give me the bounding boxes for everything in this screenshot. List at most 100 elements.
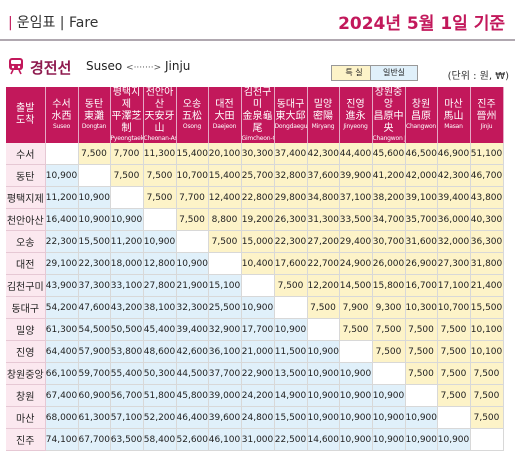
row-header-station: 창원	[6, 384, 46, 407]
fare-cell-special: 37,400	[274, 143, 308, 165]
station-name-ko: 창원중앙	[374, 87, 403, 110]
title-bar-mark: |	[8, 15, 13, 31]
fare-cell-special: 7,900	[339, 296, 373, 319]
fare-cell-general: 60,900	[78, 384, 111, 407]
fare-cell-special: 39,900	[339, 164, 373, 187]
fare-cell-general: 13,500	[274, 362, 308, 385]
page-title: | 운임표 | Fare	[8, 12, 98, 32]
fare-cell-special: 51,100	[470, 143, 504, 165]
row-header-station: 평택지제	[6, 186, 46, 209]
legend-special-class: 특 실	[331, 65, 377, 81]
fare-cell-general: 16,400	[45, 208, 79, 231]
fare-cell-special: 7,500	[405, 318, 438, 341]
fare-cell-general: 58,400	[143, 428, 177, 451]
fare-cell-general: 44,500	[176, 362, 209, 385]
fare-cell-special: 19,200	[241, 208, 275, 231]
line-subheader: 경전선 Suseo <·······> Jinju 특 실 일반실 (단위 : …	[0, 55, 515, 85]
fare-cell-general: 10,900	[437, 428, 471, 451]
column-header-station: 수서 水西 Suseo	[45, 87, 79, 143]
station-name-hanja: 五松	[182, 111, 202, 122]
row-header-station: 동탄	[6, 164, 46, 187]
fare-cell-general: 22,900	[241, 362, 275, 385]
fare-cell-general: 61,300	[45, 318, 79, 341]
fare-cell-general: 54,500	[78, 318, 111, 341]
fare-cell-general: 11,500	[274, 340, 308, 363]
header-divider	[0, 39, 515, 41]
column-header-station: 창원 昌原 Changwon	[405, 87, 438, 143]
station-name-en: Dongdaegu	[274, 123, 307, 130]
fare-cell-general: 45,800	[176, 384, 209, 407]
fare-cell-general: 39,400	[176, 318, 209, 341]
row-header-station: 오송	[6, 230, 46, 253]
diagonal-cell	[143, 208, 177, 231]
fare-cell-general: 10,900	[241, 296, 275, 319]
page-header: | 운임표 | Fare 2024년 5월 1일 기준	[0, 0, 515, 46]
fare-cell-special: 7,500	[143, 186, 177, 209]
fare-cell-special: 20,100	[208, 143, 242, 165]
fare-cell-general: 11,200	[45, 186, 79, 209]
fare-cell-special: 7,700	[110, 143, 144, 165]
fare-cell-special: 42,000	[405, 164, 438, 187]
fare-cell-general: 24,800	[241, 406, 275, 429]
fare-cell-general: 37,300	[78, 274, 111, 297]
table-row: 밀양 61,300 54,500 50,500 45,400 39,400 32,900 17…	[6, 318, 504, 341]
fare-cell-general: 46,100	[208, 428, 242, 451]
fare-table-body: 수서 7,500 7,700 11,300 15,400 20,100 30,300 37,4…	[6, 143, 504, 451]
corner-header: 출발 도착	[6, 87, 46, 143]
fare-cell-special: 26,000	[372, 252, 406, 275]
fare-cell-special: 34,800	[307, 186, 340, 209]
fare-cell-special: 12,400	[208, 186, 242, 209]
fare-cell-general: 10,900	[143, 230, 177, 253]
diagonal-cell	[78, 164, 111, 187]
diagonal-cell	[110, 186, 144, 209]
fare-cell-general: 10,900	[307, 340, 340, 363]
table-row: 김천구미 43,900 37,300 33,100 27,800 21,900 15,100…	[6, 274, 504, 297]
fare-cell-special: 22,800	[241, 186, 275, 209]
fare-cell-special: 7,500	[339, 318, 373, 341]
station-name-hanja: 進永	[345, 111, 366, 122]
fare-cell-special: 7,500	[78, 143, 111, 165]
station-name-en: Pyeongtaek Jije	[110, 135, 143, 142]
fare-cell-general: 10,900	[307, 406, 340, 429]
corner-departure: 출발	[16, 103, 35, 114]
fare-cell-special: 7,500	[470, 406, 504, 429]
station-name-ko: 김천구미	[243, 87, 272, 110]
fare-cell-special: 7,500	[274, 274, 308, 297]
diagonal-cell	[405, 384, 438, 407]
fare-cell-general: 14,600	[307, 428, 340, 451]
fare-cell-special: 27,200	[307, 230, 340, 253]
fare-cell-special: 12,200	[307, 274, 340, 297]
fare-cell-special: 24,900	[339, 252, 373, 275]
diagonal-cell	[437, 406, 471, 429]
fare-cell-special: 37,600	[307, 164, 340, 187]
fare-cell-special: 41,200	[372, 164, 406, 187]
fare-cell-special: 10,100	[470, 340, 504, 363]
fare-cell-general: 29,100	[45, 252, 79, 275]
fare-cell-special: 10,700	[176, 164, 209, 187]
station-name-en: Dongtan	[81, 123, 107, 130]
fare-cell-special: 9,300	[372, 296, 406, 319]
fare-cell-special: 26,900	[405, 252, 438, 275]
fare-cell-special: 30,700	[372, 230, 406, 253]
fare-cell-general: 10,900	[339, 406, 373, 429]
station-name-ko: 평택지제	[112, 87, 141, 110]
station-name-hanja: 馬山	[443, 111, 464, 122]
table-row: 천안아산 16,400 10,900 10,900 7,500 8,800 19,200 26…	[6, 208, 504, 231]
column-header-station: 마산 馬山 Masan	[437, 87, 471, 143]
column-header-station: 오송 五松 Osong	[176, 87, 209, 143]
fare-cell-general: 10,900	[405, 406, 438, 429]
fare-cell-special: 15,000	[241, 230, 275, 253]
fare-cell-special: 39,400	[437, 186, 471, 209]
fare-cell-special: 40,300	[470, 208, 504, 231]
fare-cell-general: 15,500	[78, 230, 111, 253]
station-name-en: Gimcheon-Gumi	[241, 135, 274, 142]
column-header-station: 동대구 東大邱 Dongdaegu	[274, 87, 308, 143]
fare-cell-special: 7,500	[143, 164, 177, 187]
station-name-en: Cheonan-Asan	[143, 135, 176, 142]
fare-cell-general: 57,900	[78, 340, 111, 363]
fare-cell-general: 12,800	[143, 252, 177, 275]
line-name: 경전선	[30, 59, 72, 77]
station-name-ko: 마산	[444, 99, 463, 110]
title-text: 운임표 | Fare	[16, 15, 99, 31]
